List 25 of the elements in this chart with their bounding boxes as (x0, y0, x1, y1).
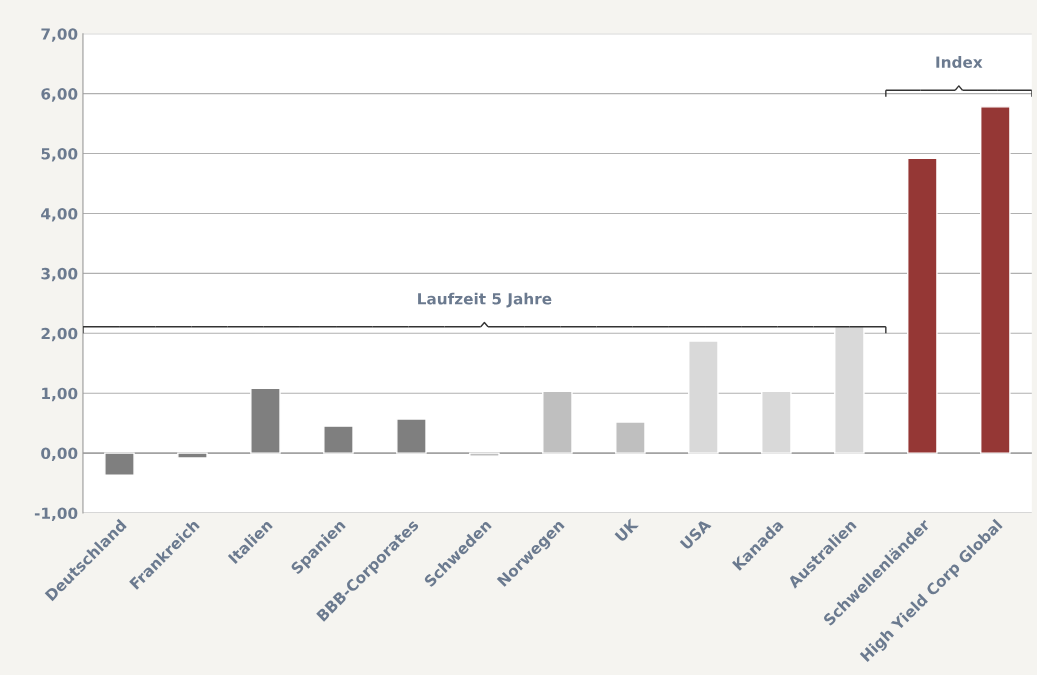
bar (907, 157, 938, 454)
y-tick-label: 0,00 (41, 447, 78, 462)
bar (396, 418, 427, 454)
bar (323, 425, 354, 454)
y-tick-label: 7,00 (41, 28, 78, 42)
bar (104, 452, 135, 476)
bar (834, 324, 865, 454)
y-tick-label: 1,00 (42, 387, 78, 402)
annotation: Laufzeit 5 Jahre (418, 292, 552, 308)
annotation: Index (936, 56, 983, 68)
bar (542, 390, 573, 454)
bar (469, 452, 500, 457)
y-tick-label: 3,00 (41, 267, 78, 282)
bar (615, 421, 646, 454)
bar (761, 390, 792, 454)
bar (688, 340, 719, 454)
y-tick-label: 6,00 (41, 88, 78, 102)
y-tick-label: 5,00 (41, 148, 78, 162)
y-tick-label: -1,00 (34, 507, 78, 521)
y-tick-label: 2,00 (41, 327, 78, 342)
y-tick-label: 4,00 (41, 207, 78, 222)
x-tick-label: UK (614, 517, 640, 543)
bar (250, 387, 281, 454)
bar (177, 452, 208, 459)
bar (980, 106, 1011, 454)
